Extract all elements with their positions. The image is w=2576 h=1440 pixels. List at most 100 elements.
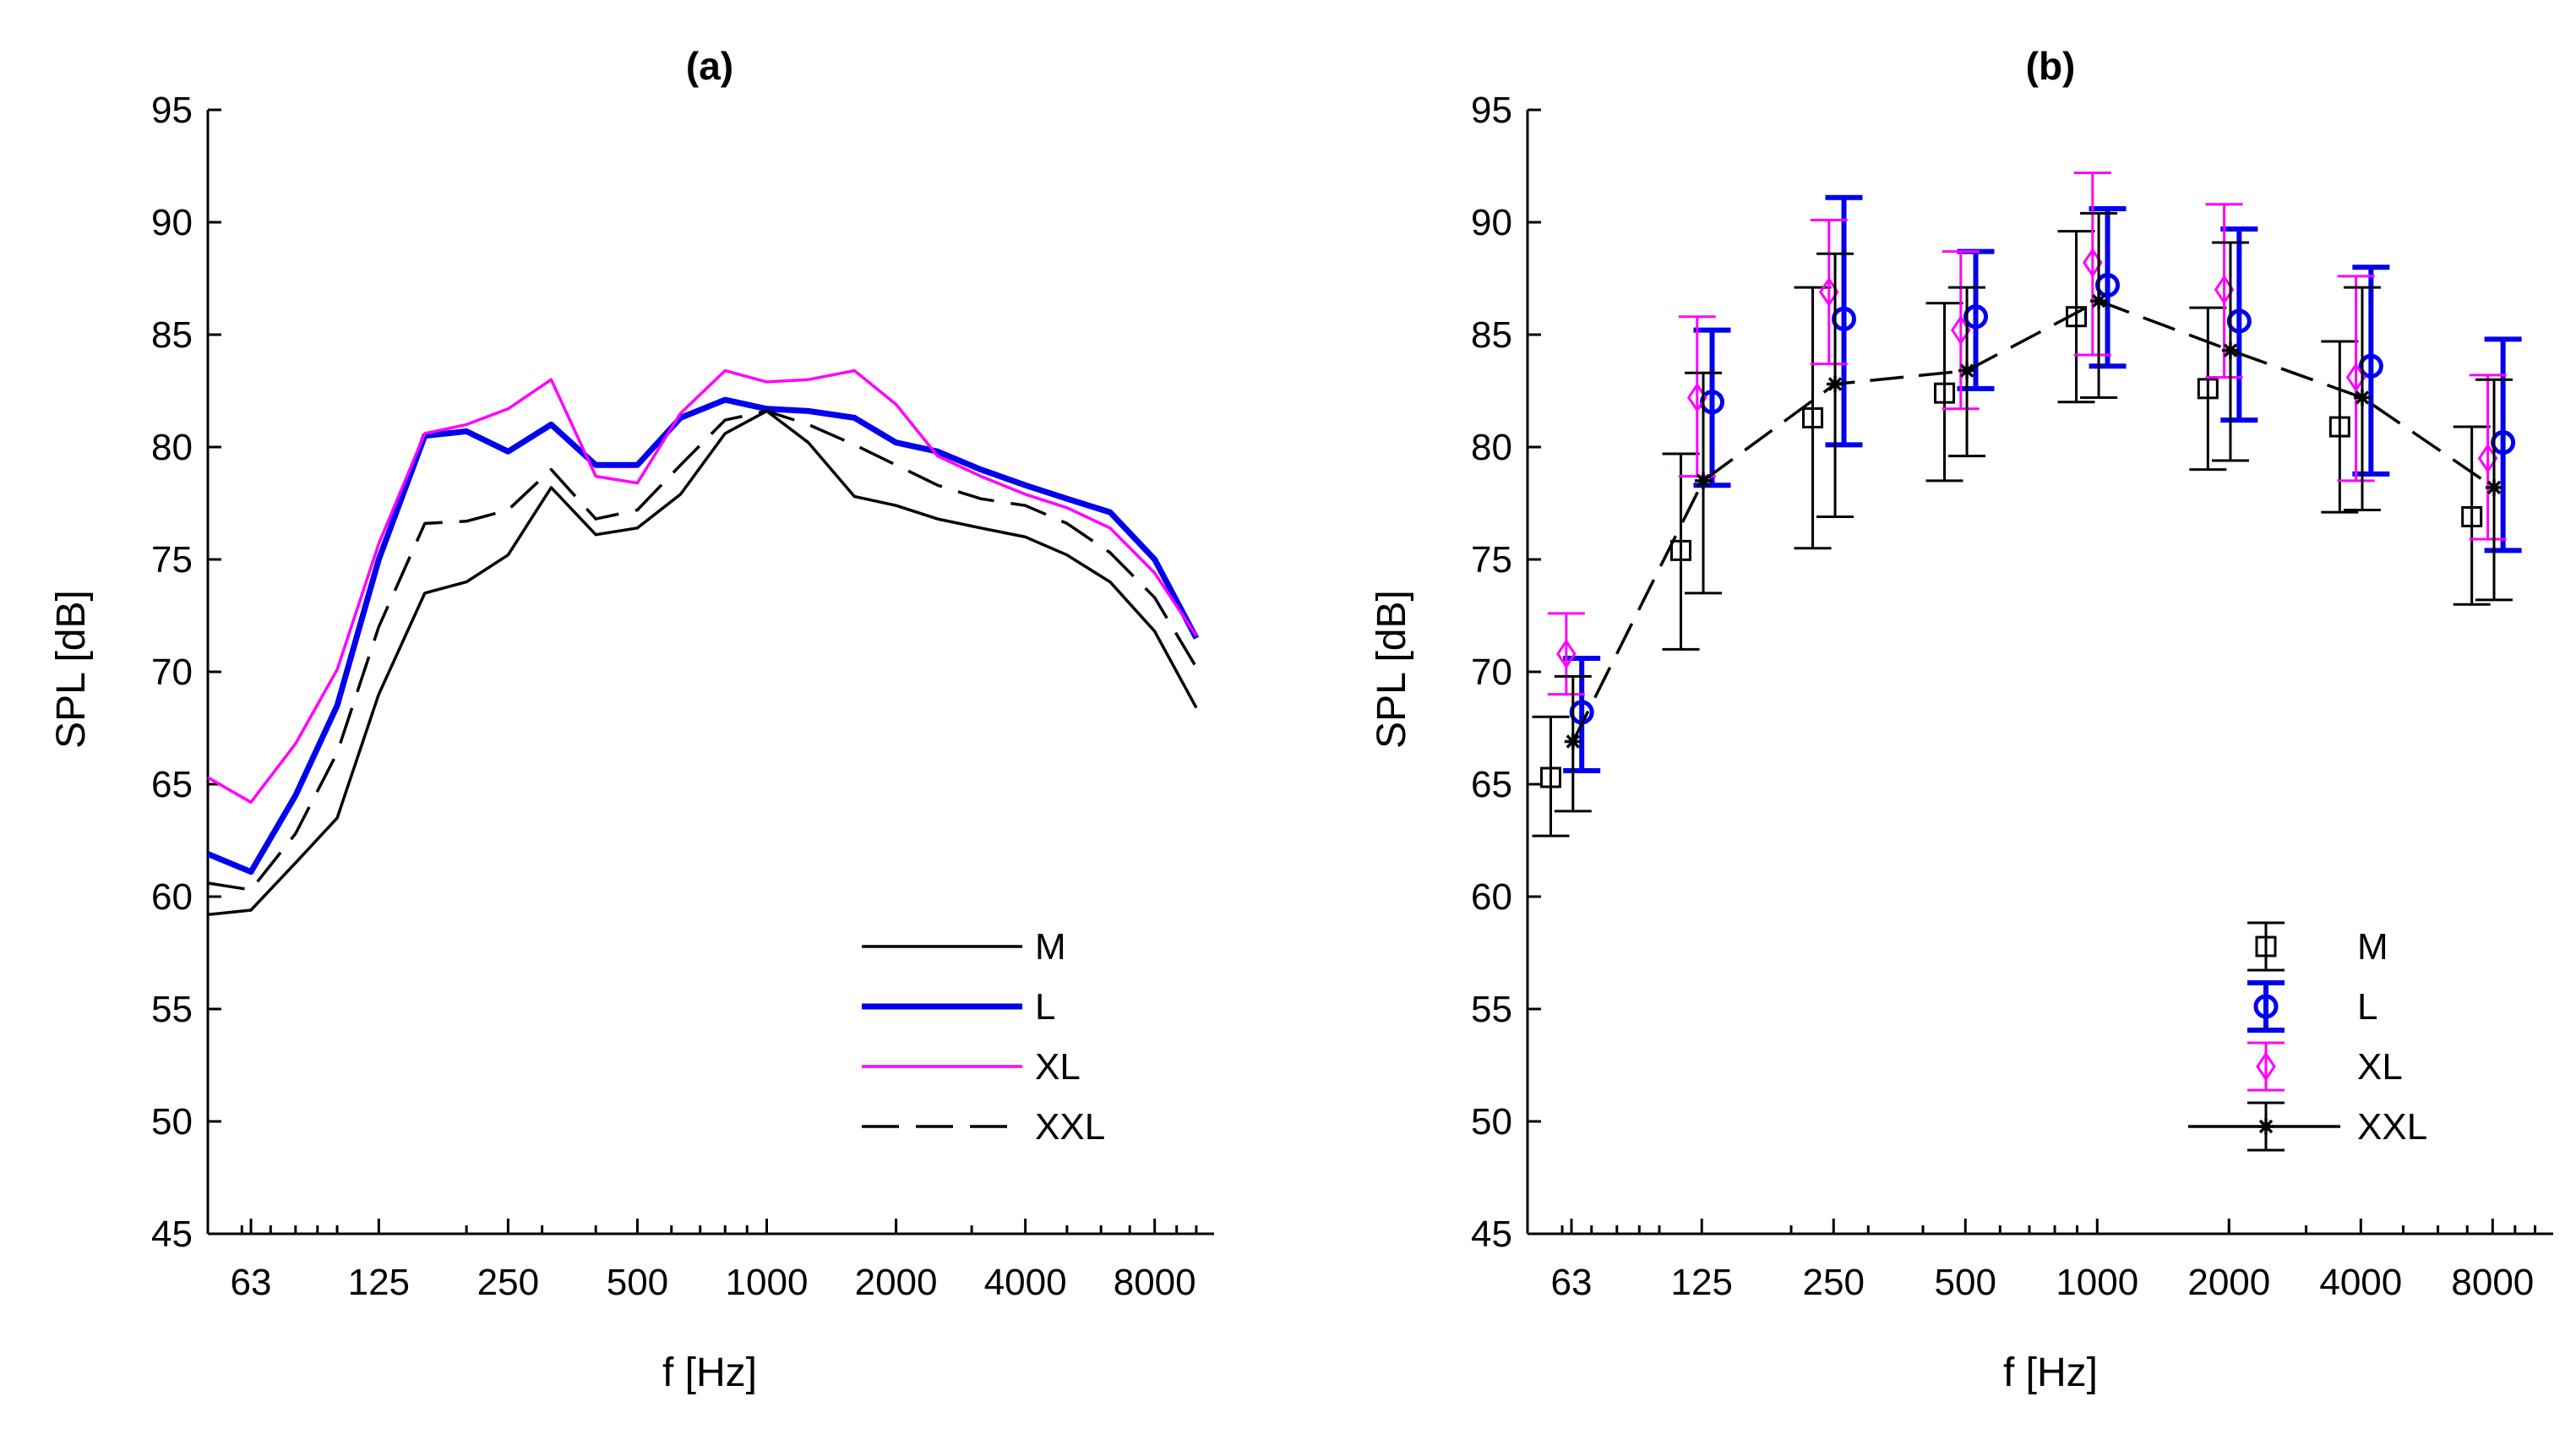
series-line-l	[206, 396, 1200, 875]
errorbar-xl	[2073, 171, 2111, 357]
legend-errorbar-l	[2247, 980, 2285, 1033]
legend-errorbar-m	[2247, 921, 2285, 972]
star-stroke	[1566, 734, 1581, 749]
y-tick-label: 65	[1471, 764, 1512, 805]
legend-label-xl: XL	[2357, 1046, 2403, 1088]
x-tick-label: 125	[348, 1262, 410, 1303]
y-tick-label: 80	[151, 427, 193, 468]
marker-m	[2461, 505, 2483, 527]
marker-m	[2328, 416, 2350, 438]
legend-marker-m	[2255, 935, 2277, 957]
panel-b-plot-area	[1532, 171, 2522, 837]
marker-m	[2197, 378, 2219, 400]
panel-a-x-axis-label: f [Hz]	[662, 1350, 757, 1395]
x-tick-label: 4000	[2319, 1262, 2402, 1303]
panel-b-y-axis-label: SPL [dB]	[1370, 590, 1414, 749]
x-tick-label: 4000	[984, 1262, 1067, 1303]
panel-a-title: (a)	[686, 44, 733, 88]
star-stroke	[2486, 480, 2502, 495]
errorbar-m	[2453, 425, 2491, 606]
y-tick-label: 65	[151, 764, 193, 805]
marker-l	[1963, 304, 1989, 330]
errorbar-xl	[1810, 218, 1848, 366]
y-tick-label: 50	[151, 1101, 193, 1143]
panel-b-title: (b)	[2026, 44, 2076, 88]
x-tick-label: 125	[1671, 1262, 1733, 1303]
legend-marker-xxl	[2257, 1118, 2274, 1135]
legend-label-xxl: XXL	[2357, 1106, 2427, 1148]
star-stroke	[1696, 473, 1711, 488]
x-tick-label: 500	[1935, 1262, 1996, 1303]
marker-l	[2095, 272, 2121, 297]
marker-xxl	[2221, 341, 2239, 359]
marker-l	[2358, 353, 2383, 379]
star-stroke	[2091, 293, 2106, 308]
errorbar-xl	[2337, 275, 2375, 483]
star-stroke	[1959, 363, 1974, 378]
x-tick-label: 1000	[2056, 1262, 2138, 1303]
y-tick-label: 55	[151, 989, 193, 1030]
x-tick-label: 1000	[726, 1262, 809, 1303]
x-tick-label: 500	[607, 1262, 668, 1303]
errorbar-l	[2220, 226, 2258, 423]
legend-label-l: L	[1035, 986, 1055, 1028]
x-tick-label: 63	[231, 1262, 272, 1303]
errorbar-xl	[1942, 250, 1980, 411]
y-tick-label: 75	[1471, 539, 1512, 581]
y-tick-label: 60	[1471, 876, 1512, 918]
marker-xxl	[1564, 733, 1582, 750]
marker-xxl	[2090, 292, 2108, 310]
x-tick-label: 2000	[855, 1262, 938, 1303]
panel-b: (b) SPL [dB] f [Hz] 45 50 55 60 65 70 75 80 85 90…	[1370, 44, 2553, 1395]
marker-xxl	[1958, 362, 1976, 379]
marker-m	[1670, 539, 1692, 561]
series-line-xl	[207, 368, 1198, 805]
panel-a-axes: 45 50 55 60 65 70 75 80 85 90 95 63 125 250 500 1000 200…	[151, 90, 1214, 1303]
errorbar-m	[2321, 340, 2359, 514]
y-tick-label: 95	[151, 90, 193, 131]
legend-label-l: L	[2357, 986, 2377, 1028]
errorbar-xl	[1547, 612, 1585, 696]
x-tick-label: 63	[1551, 1262, 1593, 1303]
panel-a-y-axis-label: SPL [dB]	[49, 590, 94, 749]
series-line-m	[207, 409, 1198, 917]
star-stroke	[2355, 390, 2370, 405]
marker-xl	[1556, 639, 1577, 669]
marker-m	[1540, 766, 1562, 788]
y-tick-label: 60	[151, 876, 193, 918]
x-tick-label: 8000	[2451, 1262, 2534, 1303]
marker-xxl	[2353, 389, 2371, 406]
legend-errorbar-xl	[2247, 1041, 2285, 1092]
y-tick-label: 75	[151, 539, 193, 581]
x-tick-label: 2000	[2187, 1262, 2270, 1303]
legend-label-xxl: XXL	[1035, 1106, 1105, 1148]
panel-b-x-axis-label: f [Hz]	[2003, 1350, 2098, 1395]
errorbar-m	[2057, 230, 2095, 404]
errorbar-l	[2484, 336, 2522, 554]
legend-marker-l	[2253, 994, 2279, 1019]
panel-a-legend: ML XL XXL	[862, 926, 1105, 1148]
marker-m	[1934, 382, 1956, 404]
panel-a: (a) SPL [dB] f [Hz] 45 50 55 60 65 70 75 80 85 90…	[49, 44, 1214, 1395]
y-tick-label: 55	[1471, 989, 1512, 1030]
star-stroke	[2223, 343, 2238, 357]
y-tick-label: 70	[151, 652, 193, 693]
y-tick-label: 45	[1471, 1214, 1512, 1255]
marker-xxl	[1695, 472, 1713, 489]
legend-marker-xl	[2256, 1051, 2276, 1082]
errorbar-xl	[2205, 203, 2243, 379]
errorbar-m	[1925, 302, 1963, 483]
panel-b-axes: 45 50 55 60 65 70 75 80 85 90 95 63 125 250 500 1000 200…	[1471, 90, 2553, 1303]
y-tick-label: 45	[151, 1214, 193, 1255]
series-line-xxl	[1571, 299, 2495, 743]
marker-m	[1802, 406, 1824, 428]
y-tick-label: 85	[151, 314, 193, 356]
panel-b-legend: ML XL XXL	[2188, 921, 2427, 1152]
y-tick-label: 50	[1471, 1101, 1512, 1143]
y-tick-label: 70	[1471, 652, 1512, 693]
y-tick-label: 95	[1471, 90, 1512, 131]
marker-xxl	[1827, 375, 1844, 393]
star-stroke	[1827, 377, 1843, 391]
marker-l	[1832, 306, 1857, 331]
legend-label-m: M	[1035, 926, 1066, 968]
